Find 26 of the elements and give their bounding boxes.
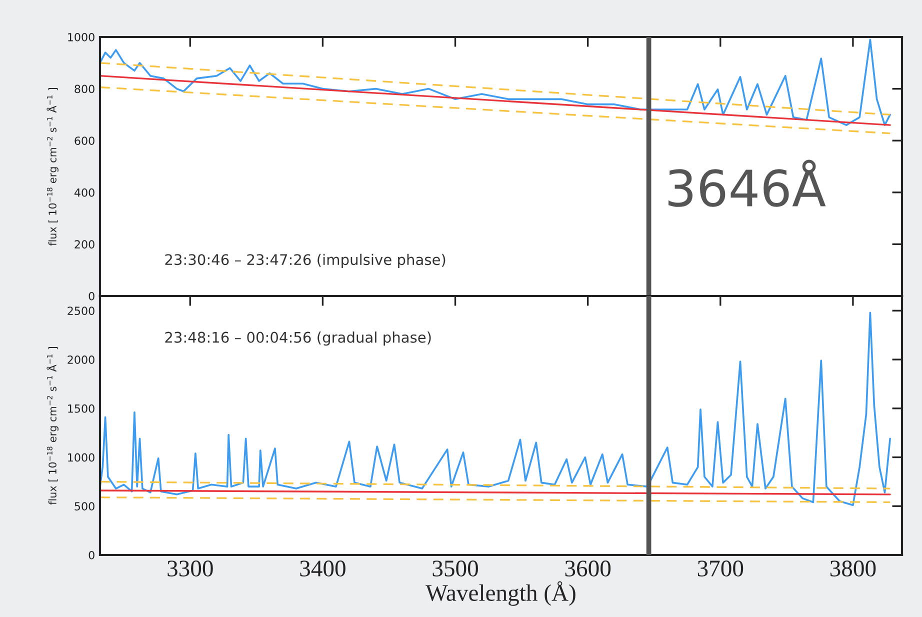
x-tick-label: 3300 (168, 560, 213, 576)
annotation: 23:30:46 – 23:47:26 (impulsive phase) (165, 254, 446, 268)
y-tick-label: 0 (88, 292, 94, 300)
x-tick-label: 3800 (830, 560, 876, 576)
x-tick-label: 3400 (300, 560, 346, 576)
y-tick-label: 200 (74, 240, 94, 249)
line-series (100, 312, 891, 506)
y-tick-label: 1500 (68, 404, 94, 413)
y-tick-label: 800 (74, 84, 94, 94)
line-series (100, 38, 891, 126)
y-tick-label: 400 (74, 188, 94, 197)
y-tick-label: 600 (74, 136, 94, 145)
x-tick-label: 3500 (432, 560, 478, 576)
y-tick-label: 1000 (68, 32, 94, 42)
x-tick-label: 3700 (698, 560, 744, 576)
x-tick-label: 3600 (565, 560, 611, 576)
y-tick-label: 500 (74, 502, 94, 511)
y-tick-label: 2000 (68, 356, 94, 364)
text: flux [ 10$^{−18}$ erg cm$^{−2}$ s$^{−1}$ Å$^{−1}$ ] (46, 347, 58, 505)
text: flux [ 10$^{−18}$ erg cm$^{−2}$ s$^{−1}$ Å$^{−1}$ ] (46, 88, 58, 246)
ref-line-label: 3646Å (668, 160, 826, 207)
x-axis-title: Wavelength (Å) (426, 581, 576, 606)
y-tick-label: 0 (88, 550, 94, 560)
y-tick-label: 1000 (68, 453, 94, 462)
annotation: 23:48:16 – 00:04:56 (gradual phase) (165, 332, 431, 346)
y-tick-label: 2500 (68, 306, 94, 316)
